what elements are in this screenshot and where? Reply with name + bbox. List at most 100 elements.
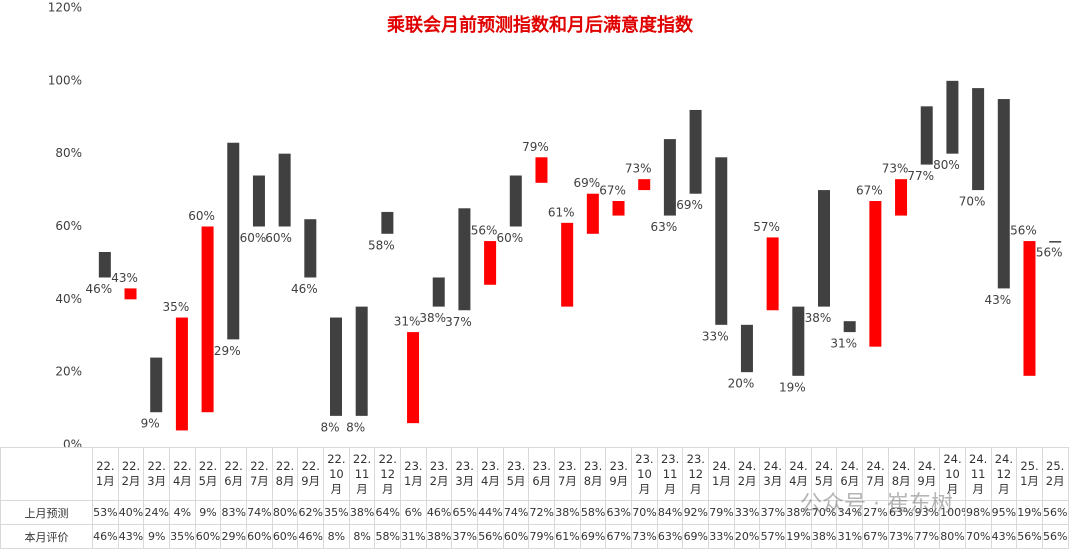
table-cell: 44%: [477, 500, 504, 525]
table-cell: 22.6月: [220, 447, 248, 501]
table-cell: 23.9月: [605, 447, 633, 501]
table-cell: 22.7月: [246, 447, 273, 501]
table-cell: 84%: [656, 500, 684, 525]
table-cell: 46%: [92, 524, 119, 549]
table-cell: 37%: [759, 500, 787, 525]
table-cell: 23.5月: [502, 447, 530, 501]
table-cell: 100%: [939, 500, 966, 525]
table-cell: 22.10月: [323, 447, 350, 501]
table-cell: 9%: [194, 500, 222, 525]
bar: [1023, 241, 1036, 376]
data-label: 80%: [933, 158, 960, 172]
table-cell: 38%: [554, 500, 581, 525]
table-cell: 37%: [451, 524, 479, 549]
table-cell: 61%: [554, 524, 581, 549]
table-cell: 74%: [502, 500, 530, 525]
bar: [638, 179, 651, 191]
bar: [663, 139, 676, 216]
table-cell: 4%: [169, 500, 196, 525]
table-cell: 40%: [117, 500, 145, 525]
bar: [330, 317, 342, 416]
table-cell: 23.4月: [477, 447, 504, 501]
table-cell: 23.6月: [528, 447, 556, 501]
table-cell: 70%: [964, 524, 992, 549]
data-label: 43%: [984, 293, 1011, 307]
table-cell: 22.12月: [374, 447, 402, 501]
table-cell: 31%: [400, 524, 427, 549]
data-label: 19%: [779, 380, 806, 394]
data-label: 60%: [240, 231, 267, 245]
table-cell: 73%: [631, 524, 658, 549]
table-cell: 69%: [579, 524, 607, 549]
data-table: 22.1月 22.2月 22.3月 22.4月 22.5月 22.6月 22.7月 22.8月…: [0, 447, 1069, 549]
table-cell: 46%: [425, 500, 453, 525]
bar: [997, 99, 1010, 289]
table-cell: 80%: [271, 500, 299, 525]
data-label: 8%: [346, 420, 365, 434]
data-label: 73%: [882, 162, 909, 176]
data-label: 46%: [86, 282, 113, 296]
table-cell: 70%: [810, 500, 838, 525]
table-cell: 56%: [1041, 524, 1069, 549]
table-cell: 63%: [605, 500, 633, 525]
table-cell: 69%: [682, 524, 710, 549]
table-cell: 24.5月: [810, 447, 838, 501]
table-cell: [0, 447, 93, 501]
table-cell: 31%: [836, 524, 864, 549]
table-cell: 35%: [323, 500, 350, 525]
watermark: 公众号 · 崔东树: [800, 492, 953, 517]
chart: 乘联会月前预测指数和月后满意度指数 0% 20% 40% 60% 80% 100% 120%…: [48, 1, 1063, 448]
table-cell: 53%: [92, 500, 119, 525]
data-label: 73%: [625, 162, 652, 176]
bar: [612, 201, 625, 216]
table-cell: 74%: [246, 500, 273, 525]
table-cell: 67%: [605, 524, 633, 549]
table-cell: 24.7月: [862, 447, 889, 501]
table-cell: 38%: [785, 500, 812, 525]
bar: [818, 190, 830, 307]
table-cell: 25.1月: [1016, 447, 1043, 501]
table-cell: 70%: [631, 500, 658, 525]
data-label: 20%: [728, 377, 755, 391]
table-cell: 64%: [374, 500, 402, 525]
table-cell: 46%: [297, 524, 325, 549]
bar: [792, 306, 805, 376]
data-label: 8%: [320, 420, 339, 434]
table-cell: 56%: [1041, 500, 1069, 525]
bar: [843, 321, 856, 333]
table-cell: 27%: [862, 500, 889, 525]
data-label: 38%: [805, 311, 832, 325]
y-tick-label: 60%: [55, 219, 82, 233]
table-cell: 24.12月: [990, 447, 1018, 501]
table-cell: 62%: [297, 500, 325, 525]
table-cell: 73%: [887, 524, 915, 549]
bar: [201, 226, 214, 413]
bar: [509, 175, 522, 227]
y-tick-label: 100%: [48, 73, 82, 87]
data-label: 46%: [291, 282, 318, 296]
data-label: 67%: [599, 184, 626, 198]
bar: [972, 88, 985, 191]
table-cell: 58%: [579, 500, 607, 525]
bar: [920, 106, 933, 165]
table-cell: 92%: [682, 500, 710, 525]
bar: [895, 179, 908, 216]
data-label: 57%: [753, 220, 780, 234]
table-cell: 8%: [348, 524, 376, 549]
table-cell: 33%: [708, 524, 735, 549]
data-label: 79%: [522, 140, 549, 154]
bar: [98, 251, 111, 278]
table-cell: 95%: [990, 500, 1018, 525]
chart-title: 乘联会月前预测指数和月后满意度指数: [386, 14, 694, 36]
data-label: 69%: [676, 198, 703, 212]
data-label: 61%: [548, 205, 575, 219]
table-cell: 58%: [374, 524, 402, 549]
bar: [1049, 241, 1062, 243]
table-cell: 24.6月: [836, 447, 864, 501]
bar: [150, 357, 163, 413]
data-label: 56%: [471, 224, 498, 238]
table-cell: 20%: [733, 524, 761, 549]
y-tick-label: 80%: [55, 146, 82, 160]
table-cell: 24.3月: [759, 447, 787, 501]
